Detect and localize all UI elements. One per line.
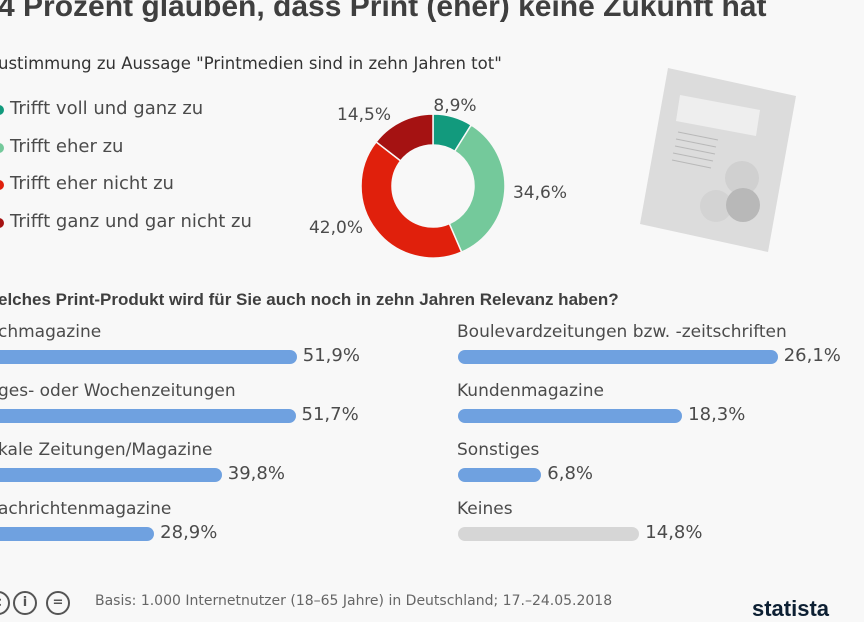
bar	[458, 409, 683, 423]
legend-label: Trifft eher zu	[10, 135, 124, 157]
bar-value: 14,8%	[645, 522, 703, 543]
bar-label: kale Zeitungen/Magazine	[0, 440, 213, 460]
bar	[0, 350, 297, 364]
bar-question: elches Print-Produkt wird für Sie auch n…	[0, 290, 619, 309]
bar	[458, 350, 778, 364]
bar-label: ges- oder Wochenzeitungen	[0, 381, 236, 401]
legend-dot-icon	[0, 180, 4, 190]
legend-item: Trifft voll und ganz zu	[0, 98, 204, 119]
slice-label: 8,9%	[433, 96, 476, 116]
legend-label: Trifft voll und ganz zu	[10, 98, 204, 119]
bar	[0, 409, 296, 423]
bar-value: 6,8%	[547, 463, 594, 484]
slice-label: 14,5%	[337, 105, 391, 125]
legend-item: Trifft eher nicht zu	[0, 173, 174, 194]
bar-value: 26,1%	[783, 345, 841, 366]
bar-label: chmagazine	[0, 322, 102, 342]
bar-label: Sonstiges	[457, 440, 540, 460]
bar-value: 51,7%	[301, 404, 359, 425]
slice-label: 34,6%	[513, 183, 567, 203]
bar-value: 18,3%	[688, 404, 746, 425]
donut-slice	[448, 123, 506, 254]
donut-chart: 8,9% 34,6% 42,0% 14,5%	[309, 96, 567, 259]
source-note: Basis: 1.000 Internetnutzer (18–65 Jahre…	[95, 593, 613, 609]
donut-slice	[360, 140, 463, 259]
donut-subtitle: ustimmung zu Aussage "Printmedien sind i…	[0, 54, 502, 73]
legend-item: Trifft ganz und gar nicht zu	[0, 210, 252, 232]
bar-value: 28,9%	[160, 522, 218, 543]
bar-label: achrichtenmagazine	[0, 499, 172, 519]
bar-label: Keines	[457, 499, 513, 519]
bar-value: 51,9%	[302, 345, 360, 366]
newspaper-illustration	[640, 68, 796, 252]
donut-slice	[375, 113, 434, 162]
bar	[0, 468, 222, 482]
legend-dot-icon	[0, 217, 4, 228]
attribution-icon: i	[13, 591, 37, 615]
statista-logo[interactable]: statista	[752, 596, 830, 621]
bar-value: 39,8%	[227, 463, 285, 484]
bar	[0, 527, 155, 541]
bar-label: Boulevardzeitungen bzw. -zeitschriften	[457, 322, 787, 342]
bar-label: Kundenmagazine	[457, 381, 604, 401]
legend-dot-icon	[0, 142, 4, 153]
slice-label: 42,0%	[309, 218, 363, 238]
chart-title: 4 Prozent glauben, dass Print (eher) kei…	[0, 0, 767, 23]
bar	[458, 527, 640, 541]
cc-icon: c	[0, 591, 10, 615]
legend-label: Trifft ganz und gar nicht zu	[10, 210, 252, 232]
legend-label: Trifft eher nicht zu	[10, 173, 174, 194]
no-derivatives-icon: =	[46, 591, 70, 615]
bar	[458, 468, 542, 482]
legend-item: Trifft eher zu	[0, 135, 124, 157]
legend-dot-icon	[0, 105, 4, 115]
